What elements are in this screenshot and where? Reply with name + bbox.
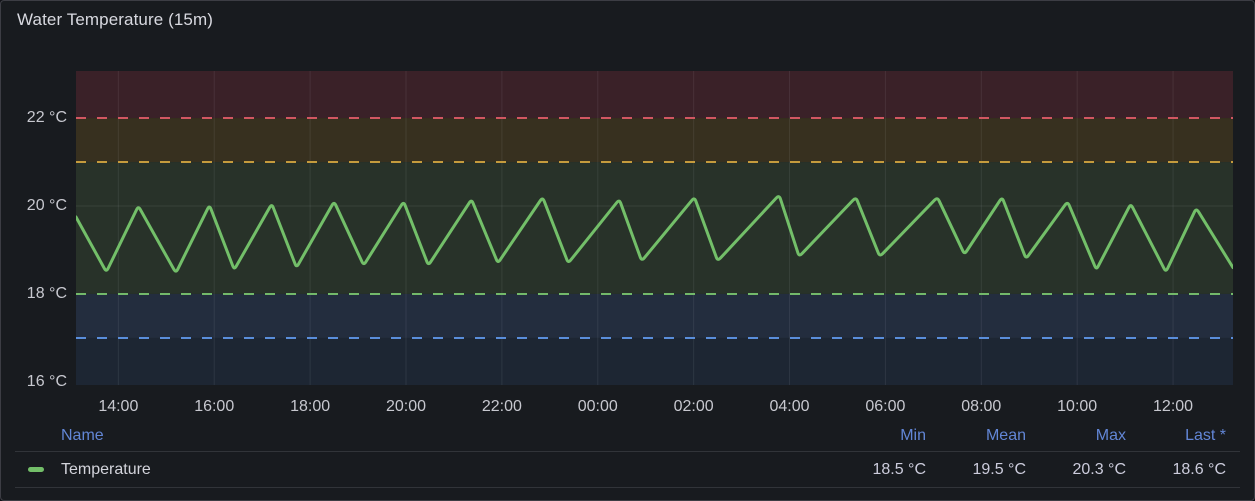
legend-header-max[interactable]: Max <box>1095 426 1126 444</box>
legend-header-mean[interactable]: Mean <box>985 426 1026 444</box>
temperature-chart[interactable] <box>76 71 1233 385</box>
temperature-series-line[interactable] <box>76 195 1233 273</box>
legend-header-min[interactable]: Min <box>900 426 926 444</box>
legend-divider-top <box>15 451 1240 452</box>
series-color-marker-icon[interactable] <box>28 467 44 472</box>
legend-value-last: 18.6 °C <box>1172 460 1226 478</box>
threshold-zone-21c <box>76 118 1233 163</box>
legend-value-mean: 19.5 °C <box>972 460 1026 478</box>
legend-header-last[interactable]: Last * <box>1185 426 1226 444</box>
legend-series-name[interactable]: Temperature <box>61 460 151 478</box>
legend-divider-bottom <box>15 487 1240 488</box>
x-axis-label-18:00: 18:00 <box>290 398 331 415</box>
x-axis-label-16:00: 16:00 <box>194 398 235 415</box>
x-axis-label-02:00: 02:00 <box>673 398 714 415</box>
legend-value-max: 20.3 °C <box>1072 460 1126 478</box>
chart-plot-area[interactable] <box>76 71 1233 385</box>
y-axis-label-20c: 20 °C <box>26 197 67 214</box>
x-axis-label-12:00: 12:00 <box>1153 398 1194 415</box>
y-axis-label-18c: 18 °C <box>26 284 67 302</box>
x-axis-label-20:00: 20:00 <box>385 398 427 415</box>
x-axis-label-14:00: 14:00 <box>98 398 139 415</box>
x-axis-label-22:00: 22:00 <box>481 398 522 415</box>
threshold-zone-17c <box>76 293 1233 338</box>
legend-header-row: Name Min Mean Max Last * <box>15 420 1240 451</box>
legend-value-min: 18.5 °C <box>872 460 926 478</box>
x-axis-label-10:00: 10:00 <box>1057 398 1098 415</box>
panel-title[interactable]: Water Temperature (15m) <box>17 10 213 29</box>
x-axis-label-08:00: 08:00 <box>961 398 1002 415</box>
threshold-zone-22c <box>76 71 1233 119</box>
threshold-zone-15.93c <box>76 337 1233 385</box>
y-axis-label-22c: 22 °C <box>26 109 67 127</box>
y-axis-label-16c: 16 °C <box>26 372 67 390</box>
x-axis-label-06:00: 06:00 <box>865 398 906 415</box>
legend-header-name[interactable]: Name <box>61 426 104 444</box>
x-axis-label-00:00: 00:00 <box>577 398 618 415</box>
x-axis-label-04:00: 04:00 <box>769 398 810 415</box>
legend-series-row: Temperature 18.5 °C 19.5 °C 20.3 °C 18.6… <box>15 452 1240 487</box>
legend-table: Name Min Mean Max Last * Temperature 18.… <box>15 420 1240 488</box>
threshold-zone-18c <box>76 162 1233 294</box>
